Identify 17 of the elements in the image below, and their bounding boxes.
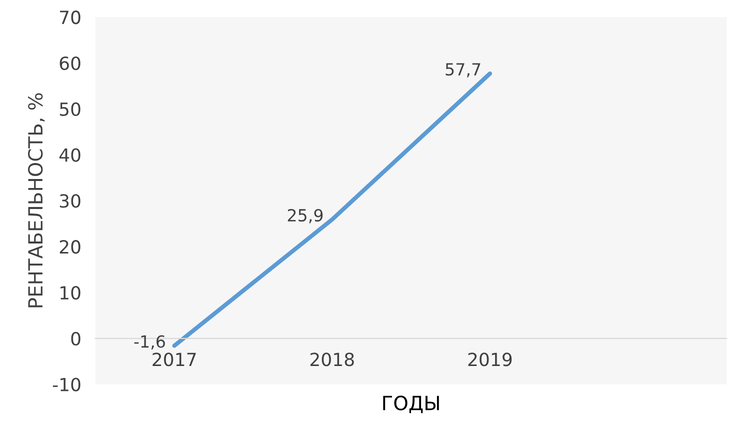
x-tick-label: 2018 [310, 352, 354, 366]
y-tick-label: -10 [52, 378, 80, 392]
y-tick-label: 40 [59, 148, 80, 162]
x-tick-label: 2019 [468, 352, 512, 366]
y-tick-label: 60 [60, 56, 80, 70]
y-tick-label: 50 [60, 102, 80, 116]
data-label: 57,7 [446, 63, 480, 78]
y-axis-title: РЕНТАБЕЛЬНОСТЬ, % [28, 93, 45, 308]
y-tick-label: 70 [60, 10, 80, 24]
data-label: 25,9 [288, 208, 323, 224]
y-tick-label: 0 [71, 332, 80, 346]
x-tick-label: 2017 [152, 352, 196, 366]
y-tick-label: 20 [60, 240, 80, 254]
y-tick-label: 10 [60, 286, 80, 300]
x-axis-title: ГОДЫ [383, 396, 439, 414]
y-tick-label: 30 [60, 194, 80, 208]
data-label: -1,6 [134, 335, 165, 350]
